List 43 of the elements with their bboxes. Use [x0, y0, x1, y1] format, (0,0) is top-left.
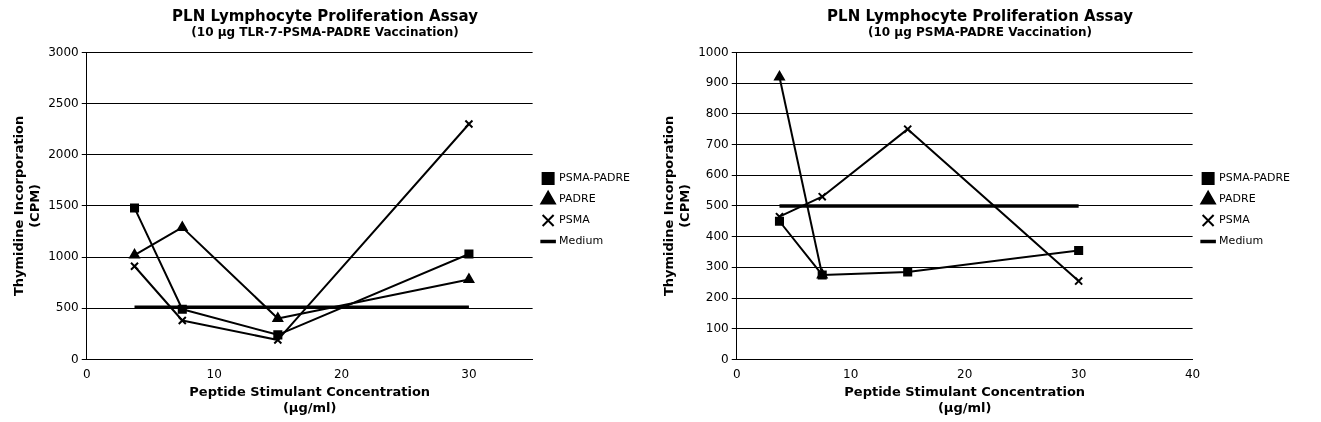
y-tick-label: 0	[71, 351, 79, 366]
y-tick-label: 900	[705, 75, 729, 90]
legend-label: PSMA	[559, 213, 591, 227]
y-tick-label: 300	[705, 259, 729, 274]
legend-label: PSMA-PADRE	[1219, 171, 1291, 185]
legend-label: Medium	[1219, 234, 1264, 248]
y-tick-label: 2500	[48, 95, 79, 110]
y-tick-label: 200	[705, 290, 729, 305]
x-tick-label: 0	[732, 366, 741, 381]
x-axis-title: Peptide Stimulant Concentration (µg/ml)	[189, 383, 431, 415]
y-tick-label: 400	[705, 228, 729, 243]
x-tick-label: 0	[82, 366, 91, 381]
x-tick-label: 30	[461, 366, 477, 381]
y-tick-label: 500	[705, 198, 729, 213]
y-tick-label: 800	[705, 105, 729, 120]
y-tick-label: 2000	[48, 146, 79, 161]
x-axis-title: Peptide Stimulant Concentration (µg/ml)	[844, 383, 1086, 415]
y-tick-label: 600	[705, 167, 729, 182]
x-tick-label: 20	[333, 366, 350, 381]
y-tick-label: 3000	[48, 44, 79, 59]
y-axis-title: Thymidine Incorporation (CPM)	[11, 115, 42, 297]
x-tick-label: 20	[957, 366, 973, 381]
chart-title: PLN Lymphocyte Proliferation Assay	[827, 6, 1134, 25]
x-tick-label: 10	[206, 366, 222, 381]
legend-label: PADRE	[559, 192, 596, 206]
y-axis-title: Thymidine Incorporation (CPM)	[661, 115, 692, 297]
x-tick-label: 10	[843, 366, 859, 381]
x-tick-label: 40	[1184, 366, 1201, 381]
chart-title: PLN Lymphocyte Proliferation Assay	[172, 6, 479, 25]
chart-subtitle: (10 µg PSMA-PADRE Vaccination)	[868, 25, 1092, 40]
y-tick-label: 100	[705, 320, 729, 335]
chart-subtitle: (10 µg TLR-7-PSMA-PADRE Vaccination)	[191, 25, 459, 40]
y-tick-label: 0	[721, 351, 729, 366]
y-tick-label: 1000	[48, 249, 79, 264]
y-tick-label: 700	[705, 136, 729, 151]
legend-label: Medium	[559, 234, 604, 248]
legend-label: PSMA	[1219, 213, 1251, 227]
x-tick-label: 30	[1071, 366, 1087, 381]
legend-label: PADRE	[1219, 192, 1256, 206]
y-tick-label: 500	[55, 300, 79, 315]
y-tick-label: 1500	[48, 198, 79, 213]
legend-label: PSMA-PADRE	[559, 171, 631, 185]
y-tick-label: 1000	[698, 44, 729, 59]
